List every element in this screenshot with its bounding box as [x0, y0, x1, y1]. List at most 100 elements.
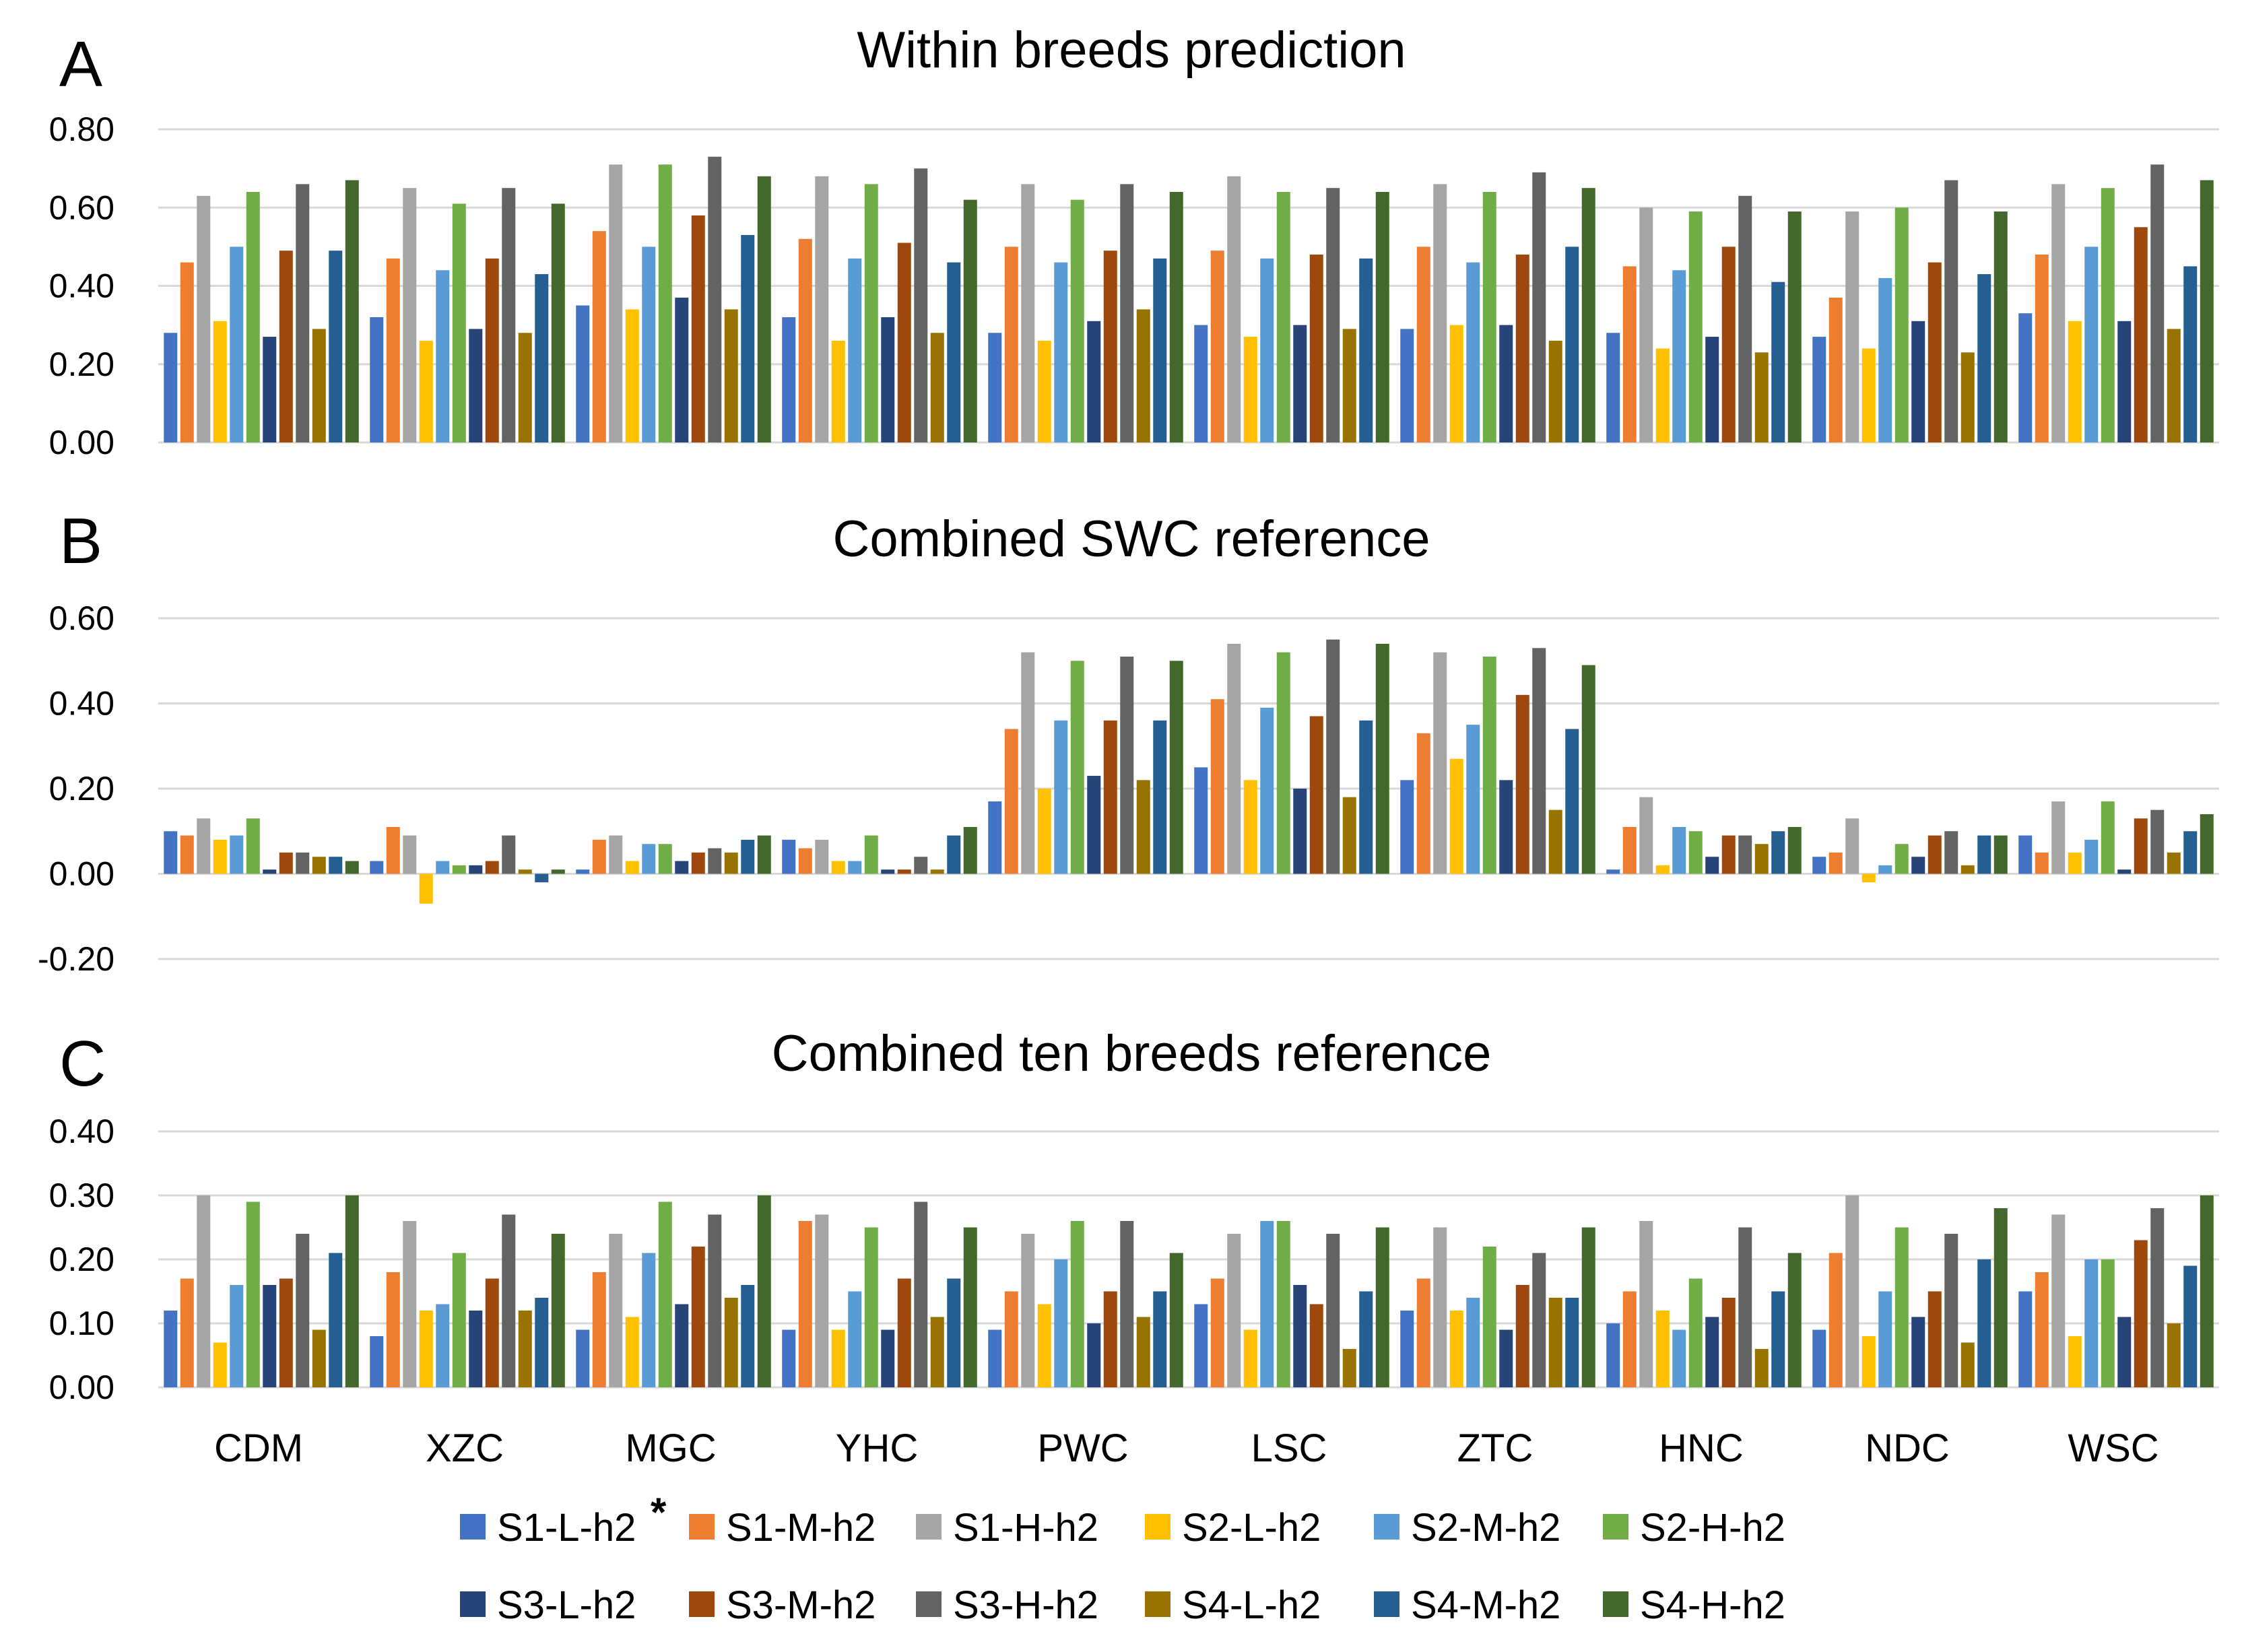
bar-wsc-s1-m-h2 [2035, 852, 2049, 874]
bar-cdm-s1-l-h2 [164, 831, 178, 874]
bar-wsc-s3-l-h2 [2117, 321, 2132, 442]
bar-mgc-s2-m-h2 [642, 246, 656, 442]
bar-xzc-s2-l-h2 [419, 1311, 433, 1387]
bar-yhc-s1-h-h2 [815, 839, 829, 874]
x-category-label: CDM [214, 1426, 303, 1470]
bar-mgc-s3-m-h2 [691, 1247, 705, 1387]
bar-pwc-s4-h-h2 [1169, 1253, 1183, 1387]
bar-ndc-s2-l-h2 [1861, 873, 1876, 883]
bar-xzc-s1-h-h2 [403, 835, 417, 874]
bar-ztc-s3-h-h2 [1532, 648, 1546, 874]
x-category-label: PWC [1037, 1426, 1128, 1470]
bar-xzc-s3-m-h2 [485, 258, 499, 442]
bar-ztc-s1-l-h2 [1400, 329, 1414, 442]
bar-cdm-s2-m-h2 [230, 835, 244, 874]
bar-ndc-s3-l-h2 [1911, 1317, 1925, 1387]
bar-yhc-s1-l-h2 [782, 317, 796, 442]
bar-ndc-s4-m-h2 [1977, 835, 1991, 874]
bar-lsc-s1-m-h2 [1210, 699, 1224, 874]
panel-a: A Within breeds prediction 0.00 0.20 0.40 0.6… [49, 22, 2219, 461]
panel-letter: C [59, 1028, 106, 1100]
bar-mgc-s1-l-h2 [576, 305, 590, 442]
bar-cdm-s3-m-h2 [279, 251, 293, 442]
bar-ndc-s2-m-h2 [1878, 865, 1892, 874]
bar-xzc-s4-h-h2 [551, 1234, 565, 1387]
bar-wsc-s1-l-h2 [2018, 1291, 2033, 1387]
bar-yhc-s4-h-h2 [963, 826, 977, 874]
bar-ztc-s2-l-h2 [1449, 325, 1463, 442]
bar-hnc-s2-m-h2 [1672, 270, 1686, 442]
bar-ndc-s2-h-h2 [1894, 844, 1909, 874]
bar-ztc-s4-h-h2 [1581, 188, 1595, 442]
bar-hnc-s2-l-h2 [1655, 348, 1670, 442]
legend-swatch [1603, 1591, 1628, 1617]
bar-ztc-s4-m-h2 [1565, 729, 1579, 874]
bar-pwc-s3-m-h2 [1103, 251, 1117, 442]
bar-xzc-s4-h-h2 [551, 869, 565, 874]
bar-yhc-s2-h-h2 [864, 1227, 878, 1387]
bar-hnc-s1-m-h2 [1622, 826, 1637, 874]
bar-hnc-s1-l-h2 [1606, 869, 1620, 874]
x-category-label: MGC [625, 1426, 716, 1470]
legend-label: S4-M-h2 [1411, 1583, 1560, 1627]
legend-label: S4-H-h2 [1640, 1583, 1785, 1627]
bar-lsc-s4-h-h2 [1375, 1227, 1389, 1387]
bar-cdm-s3-h-h2 [296, 852, 310, 874]
bar-pwc-s2-h-h2 [1070, 199, 1084, 442]
bar-cdm-s2-h-h2 [246, 818, 260, 874]
bar-yhc-s2-m-h2 [848, 861, 862, 874]
bar-yhc-s2-m-h2 [848, 258, 862, 442]
bar-ndc-s4-h-h2 [1993, 1208, 2008, 1387]
bar-mgc-s4-l-h2 [724, 1298, 738, 1387]
legend-swatch [1603, 1514, 1628, 1540]
bar-pwc-s4-m-h2 [1153, 1291, 1167, 1387]
panel-title: Combined ten breeds reference [772, 1025, 1492, 1082]
bar-cdm-s4-m-h2 [329, 857, 343, 874]
bar-mgc-s2-m-h2 [642, 844, 656, 874]
bar-xzc-s3-l-h2 [469, 1311, 483, 1387]
bar-lsc-s2-h-h2 [1276, 1221, 1290, 1387]
bar-cdm-s2-h-h2 [246, 192, 260, 442]
bar-hnc-s4-l-h2 [1754, 844, 1769, 874]
bar-hnc-s3-h-h2 [1738, 195, 1752, 442]
bar-hnc-s3-m-h2 [1721, 835, 1736, 874]
bar-lsc-s1-m-h2 [1210, 251, 1224, 442]
bar-pwc-s4-l-h2 [1136, 780, 1150, 874]
bar-pwc-s3-h-h2 [1120, 184, 1134, 442]
bar-cdm-s3-h-h2 [296, 1234, 310, 1387]
bar-ndc-s1-l-h2 [1812, 1329, 1826, 1387]
bar-xzc-s1-m-h2 [386, 826, 400, 874]
bar-ztc-s1-m-h2 [1416, 246, 1430, 442]
bar-pwc-s4-h-h2 [1169, 192, 1183, 442]
bar-yhc-s4-m-h2 [947, 1278, 961, 1387]
bar-mgc-s2-m-h2 [642, 1253, 656, 1387]
legend-label: S4-L-h2 [1182, 1583, 1321, 1627]
bar-lsc-s4-l-h2 [1342, 797, 1356, 874]
legend-label: S1-M-h2 [726, 1506, 876, 1550]
bar-pwc-s2-m-h2 [1054, 262, 1068, 442]
bar-xzc-s4-l-h2 [518, 869, 532, 874]
bar-cdm-s2-h-h2 [246, 1201, 260, 1387]
bar-mgc-s2-l-h2 [625, 1317, 639, 1387]
bar-ztc-s4-m-h2 [1565, 1298, 1579, 1387]
bar-xzc-s3-h-h2 [502, 835, 516, 874]
bar-pwc-s2-h-h2 [1070, 661, 1084, 874]
bar-cdm-s4-h-h2 [345, 1195, 359, 1387]
bar-yhc-s4-h-h2 [963, 1227, 977, 1387]
bar-wsc-s3-h-h2 [2150, 164, 2165, 442]
bar-lsc-s1-h-h2 [1227, 1234, 1241, 1387]
legend: S1-L-h2 * S1-M-h2 S1-H-h2 S2-L-h2 S2-M-h2 S2-H… [460, 1490, 1785, 1627]
bar-pwc-s1-h-h2 [1021, 184, 1035, 442]
bar-pwc-s1-l-h2 [988, 801, 1002, 874]
bar-wsc-s3-l-h2 [2117, 1317, 2132, 1387]
bar-pwc-s3-l-h2 [1087, 321, 1101, 442]
bar-hnc-s3-m-h2 [1721, 1298, 1736, 1387]
bar-cdm-s2-l-h2 [213, 839, 227, 874]
x-category-label: WSC [2068, 1426, 2158, 1470]
bar-mgc-s4-m-h2 [741, 839, 755, 874]
bar-hnc-s4-m-h2 [1771, 831, 1785, 874]
bar-xzc-s4-m-h2 [535, 1298, 549, 1387]
bar-ndc-s1-h-h2 [1845, 211, 1859, 442]
bar-cdm-s4-l-h2 [312, 1329, 326, 1387]
bar-ndc-s3-h-h2 [1944, 831, 1958, 874]
